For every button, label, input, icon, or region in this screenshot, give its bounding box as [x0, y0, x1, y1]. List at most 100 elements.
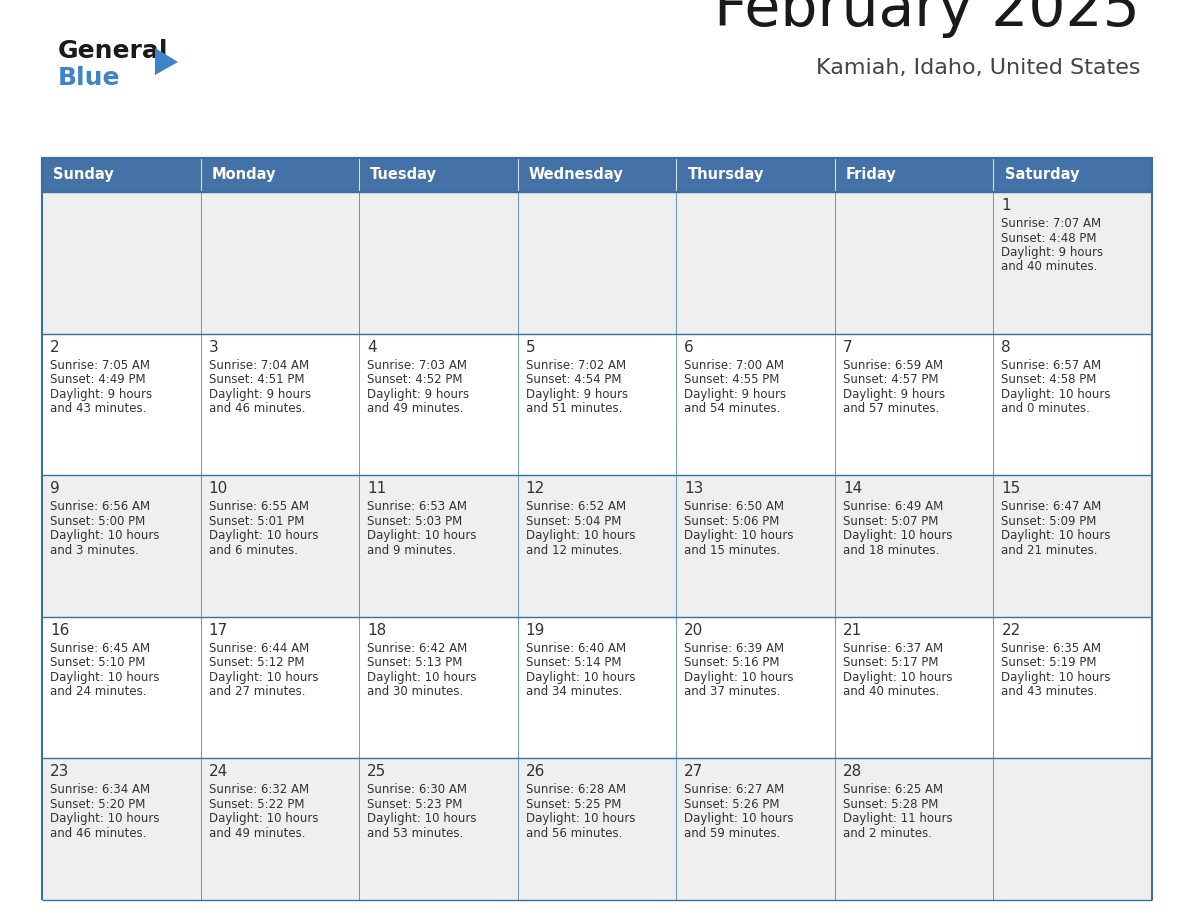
Text: Sunrise: 6:44 AM: Sunrise: 6:44 AM: [209, 642, 309, 655]
Text: and 40 minutes.: and 40 minutes.: [1001, 261, 1098, 274]
Text: 15: 15: [1001, 481, 1020, 497]
Text: Sunrise: 6:53 AM: Sunrise: 6:53 AM: [367, 500, 467, 513]
Text: Sunrise: 6:47 AM: Sunrise: 6:47 AM: [1001, 500, 1101, 513]
Text: Sunset: 5:07 PM: Sunset: 5:07 PM: [842, 515, 939, 528]
Bar: [42, 476, 1152, 617]
Text: 23: 23: [50, 765, 69, 779]
Text: Sunrise: 6:28 AM: Sunrise: 6:28 AM: [526, 783, 626, 797]
Text: 18: 18: [367, 622, 386, 638]
Text: and 43 minutes.: and 43 minutes.: [1001, 686, 1098, 699]
Text: 17: 17: [209, 622, 228, 638]
Text: Daylight: 10 hours: Daylight: 10 hours: [526, 812, 636, 825]
Text: Daylight: 10 hours: Daylight: 10 hours: [1001, 529, 1111, 543]
Text: 6: 6: [684, 340, 694, 354]
Bar: [518, 158, 676, 192]
Text: Sunrise: 7:05 AM: Sunrise: 7:05 AM: [50, 359, 150, 372]
Text: and 46 minutes.: and 46 minutes.: [50, 827, 146, 840]
Text: Sunrise: 6:37 AM: Sunrise: 6:37 AM: [842, 642, 943, 655]
Text: Daylight: 9 hours: Daylight: 9 hours: [1001, 246, 1104, 259]
Text: Daylight: 10 hours: Daylight: 10 hours: [50, 671, 159, 684]
Text: Daylight: 9 hours: Daylight: 9 hours: [367, 387, 469, 400]
Text: and 21 minutes.: and 21 minutes.: [1001, 543, 1098, 556]
Bar: [42, 158, 201, 192]
Text: Sunset: 5:25 PM: Sunset: 5:25 PM: [526, 798, 621, 811]
Text: and 27 minutes.: and 27 minutes.: [209, 686, 305, 699]
Text: and 24 minutes.: and 24 minutes.: [50, 686, 146, 699]
Text: 25: 25: [367, 765, 386, 779]
Text: Sunset: 5:23 PM: Sunset: 5:23 PM: [367, 798, 462, 811]
Text: Sunrise: 6:57 AM: Sunrise: 6:57 AM: [1001, 359, 1101, 372]
Text: Sunset: 5:14 PM: Sunset: 5:14 PM: [526, 656, 621, 669]
Text: 8: 8: [1001, 340, 1011, 354]
Text: Sunset: 5:20 PM: Sunset: 5:20 PM: [50, 798, 145, 811]
Text: Daylight: 10 hours: Daylight: 10 hours: [842, 671, 953, 684]
Text: Sunrise: 6:30 AM: Sunrise: 6:30 AM: [367, 783, 467, 797]
Text: Sunrise: 7:04 AM: Sunrise: 7:04 AM: [209, 359, 309, 372]
Text: Daylight: 10 hours: Daylight: 10 hours: [684, 671, 794, 684]
Text: 14: 14: [842, 481, 862, 497]
Text: 12: 12: [526, 481, 545, 497]
Text: and 15 minutes.: and 15 minutes.: [684, 543, 781, 556]
Text: and 59 minutes.: and 59 minutes.: [684, 827, 781, 840]
Text: and 43 minutes.: and 43 minutes.: [50, 402, 146, 415]
Text: and 40 minutes.: and 40 minutes.: [842, 686, 940, 699]
Text: Daylight: 10 hours: Daylight: 10 hours: [684, 529, 794, 543]
Text: Sunday: Sunday: [53, 167, 114, 183]
Text: Sunrise: 6:49 AM: Sunrise: 6:49 AM: [842, 500, 943, 513]
Text: Sunset: 5:17 PM: Sunset: 5:17 PM: [842, 656, 939, 669]
Text: 28: 28: [842, 765, 862, 779]
Text: Sunset: 5:13 PM: Sunset: 5:13 PM: [367, 656, 462, 669]
Text: Sunrise: 6:25 AM: Sunrise: 6:25 AM: [842, 783, 943, 797]
Text: Sunrise: 6:27 AM: Sunrise: 6:27 AM: [684, 783, 784, 797]
Text: Daylight: 10 hours: Daylight: 10 hours: [50, 529, 159, 543]
Text: Daylight: 9 hours: Daylight: 9 hours: [50, 387, 152, 400]
Text: Sunset: 5:22 PM: Sunset: 5:22 PM: [209, 798, 304, 811]
Bar: [42, 158, 1152, 192]
Text: Daylight: 10 hours: Daylight: 10 hours: [526, 529, 636, 543]
Text: Sunset: 4:55 PM: Sunset: 4:55 PM: [684, 373, 779, 386]
Text: Wednesday: Wednesday: [529, 167, 624, 183]
Text: Daylight: 9 hours: Daylight: 9 hours: [842, 387, 944, 400]
Text: Daylight: 10 hours: Daylight: 10 hours: [209, 529, 318, 543]
Text: 3: 3: [209, 340, 219, 354]
Text: and 3 minutes.: and 3 minutes.: [50, 543, 139, 556]
Text: and 18 minutes.: and 18 minutes.: [842, 543, 940, 556]
Text: and 49 minutes.: and 49 minutes.: [367, 402, 463, 415]
Text: 19: 19: [526, 622, 545, 638]
Text: Sunrise: 6:55 AM: Sunrise: 6:55 AM: [209, 500, 309, 513]
Text: Kamiah, Idaho, United States: Kamiah, Idaho, United States: [815, 58, 1140, 78]
Text: 20: 20: [684, 622, 703, 638]
Bar: [201, 158, 359, 192]
Text: 10: 10: [209, 481, 228, 497]
Text: Saturday: Saturday: [1005, 167, 1079, 183]
Bar: [676, 158, 835, 192]
Bar: [42, 333, 1152, 476]
Text: Daylight: 10 hours: Daylight: 10 hours: [367, 671, 476, 684]
Text: 7: 7: [842, 340, 853, 354]
Text: Sunset: 5:09 PM: Sunset: 5:09 PM: [1001, 515, 1097, 528]
Text: Sunset: 5:28 PM: Sunset: 5:28 PM: [842, 798, 939, 811]
Text: and 56 minutes.: and 56 minutes.: [526, 827, 623, 840]
Text: Daylight: 10 hours: Daylight: 10 hours: [367, 529, 476, 543]
Text: and 49 minutes.: and 49 minutes.: [209, 827, 305, 840]
Text: Daylight: 10 hours: Daylight: 10 hours: [367, 812, 476, 825]
Text: Sunset: 5:06 PM: Sunset: 5:06 PM: [684, 515, 779, 528]
Text: Sunrise: 6:40 AM: Sunrise: 6:40 AM: [526, 642, 626, 655]
Text: Daylight: 10 hours: Daylight: 10 hours: [1001, 671, 1111, 684]
Text: and 2 minutes.: and 2 minutes.: [842, 827, 931, 840]
Text: 16: 16: [50, 622, 69, 638]
Text: February 2025: February 2025: [714, 0, 1140, 38]
Text: Sunset: 4:57 PM: Sunset: 4:57 PM: [842, 373, 939, 386]
Text: Sunset: 4:52 PM: Sunset: 4:52 PM: [367, 373, 462, 386]
Text: Sunrise: 6:56 AM: Sunrise: 6:56 AM: [50, 500, 150, 513]
Bar: [835, 158, 993, 192]
Text: and 51 minutes.: and 51 minutes.: [526, 402, 623, 415]
Text: 22: 22: [1001, 622, 1020, 638]
Text: Daylight: 10 hours: Daylight: 10 hours: [842, 529, 953, 543]
Text: and 6 minutes.: and 6 minutes.: [209, 543, 297, 556]
Polygon shape: [154, 48, 178, 75]
Text: 1: 1: [1001, 198, 1011, 213]
Text: Sunrise: 6:52 AM: Sunrise: 6:52 AM: [526, 500, 626, 513]
Text: 27: 27: [684, 765, 703, 779]
Text: Daylight: 9 hours: Daylight: 9 hours: [684, 387, 786, 400]
